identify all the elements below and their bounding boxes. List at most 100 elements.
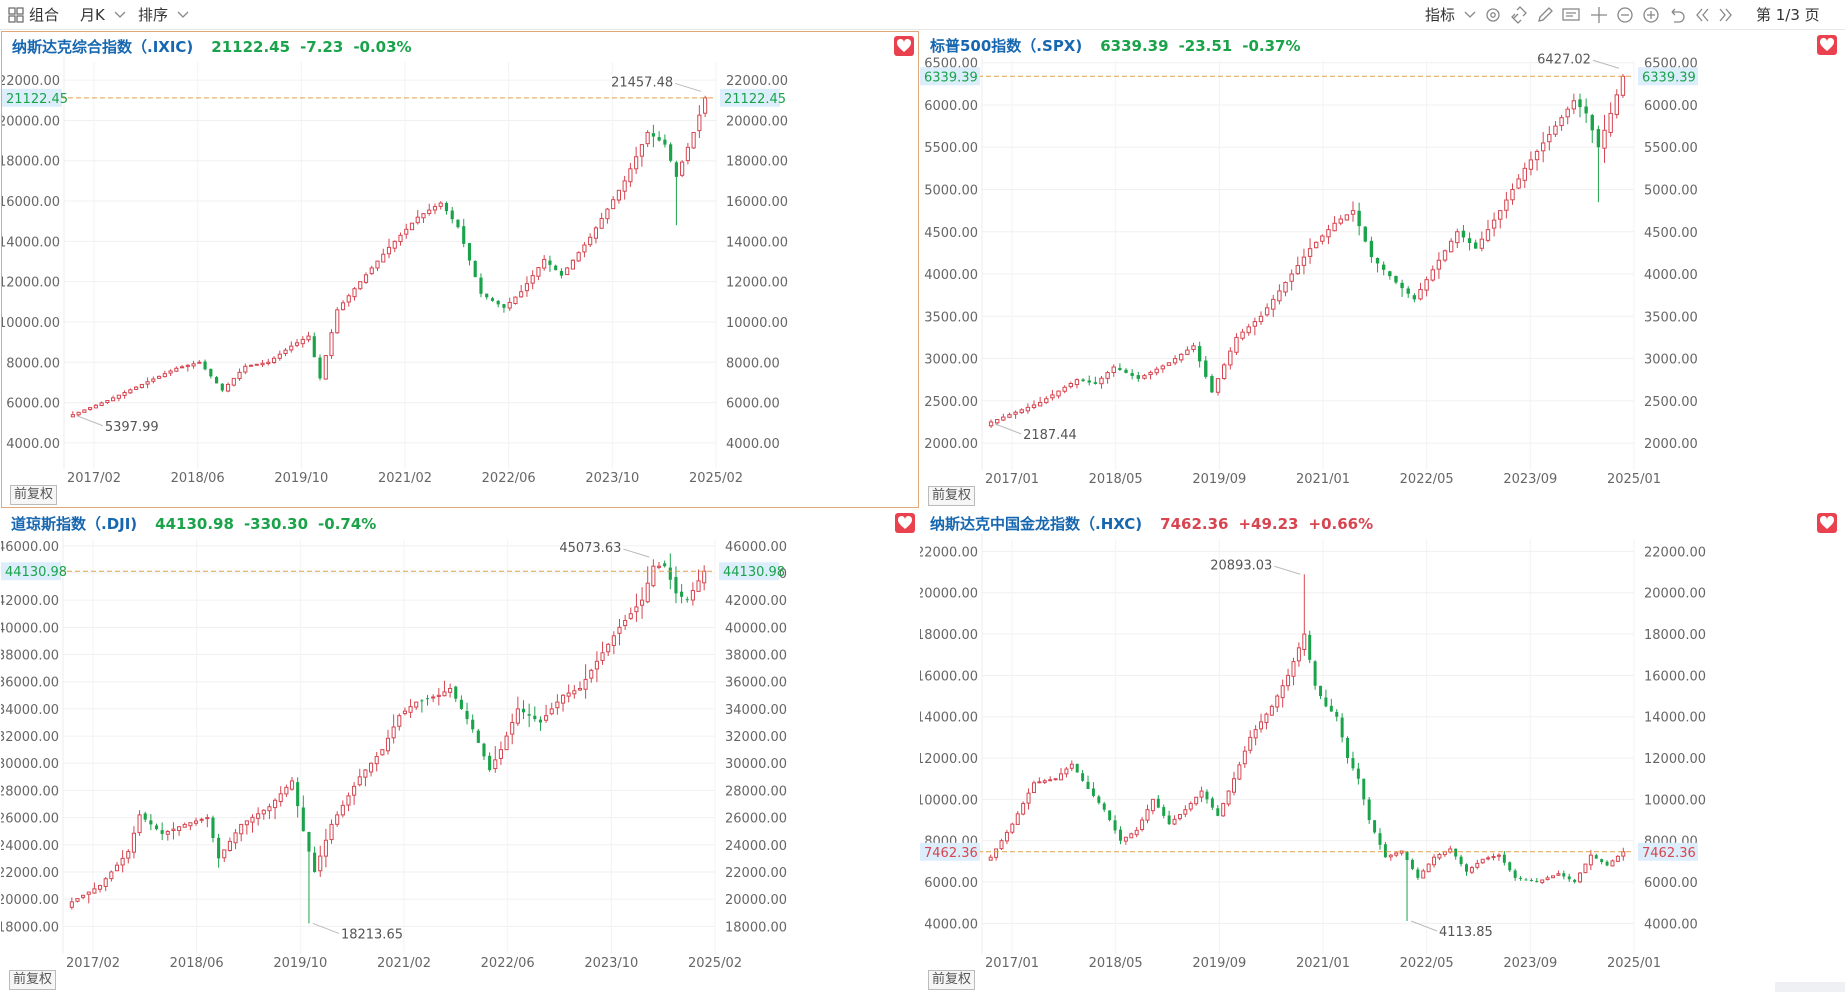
y-tick-label-right: 2500.00 bbox=[1644, 395, 1698, 410]
combo-button[interactable]: 组合 bbox=[8, 4, 59, 26]
candle-body bbox=[462, 226, 466, 244]
x-tick-label: 2018/06 bbox=[170, 956, 224, 971]
prev-page-icon[interactable] bbox=[1694, 6, 1710, 24]
y-tick-label-right: 5000.00 bbox=[1644, 183, 1698, 198]
next-page-icon[interactable] bbox=[1718, 6, 1734, 24]
x-tick-label: 2018/05 bbox=[1089, 472, 1143, 487]
current-price-tag-left bbox=[920, 67, 980, 86]
candle-body bbox=[415, 216, 420, 224]
settings-icon[interactable] bbox=[1484, 6, 1502, 24]
candle-body bbox=[420, 700, 424, 702]
candle-body bbox=[1442, 250, 1448, 261]
favorite-heart-icon[interactable] bbox=[1817, 35, 1837, 55]
candle-body bbox=[267, 806, 272, 812]
candle-body bbox=[544, 715, 549, 721]
candle-body bbox=[271, 357, 277, 363]
period-dropdown[interactable]: 月K bbox=[80, 4, 126, 26]
y-tick-label-left: 18000.00 bbox=[1, 920, 59, 935]
candle-body bbox=[685, 599, 689, 601]
draw-pen-icon[interactable] bbox=[1536, 6, 1554, 24]
candle-body bbox=[1228, 350, 1233, 366]
adjust-button[interactable]: 前复权 bbox=[928, 970, 976, 990]
zoom-out-icon[interactable] bbox=[1616, 6, 1634, 24]
candle-body bbox=[1191, 345, 1196, 350]
annotate-icon[interactable] bbox=[1562, 6, 1582, 24]
candle-body bbox=[1350, 210, 1356, 215]
chart-panel-hxc[interactable]: 纳斯达克中国金龙指数（.HXC) 7462.36 +49.23 +0.66% 4000.… bbox=[920, 509, 1845, 992]
current-price-text: 21122.45 bbox=[6, 92, 68, 107]
favorite-heart-icon[interactable] bbox=[895, 513, 915, 533]
period-label: 月K bbox=[80, 6, 105, 24]
y-tick-label-left: 20000.00 bbox=[2, 114, 60, 129]
candle-body bbox=[1324, 697, 1328, 707]
sort-dropdown[interactable]: 排序 bbox=[138, 4, 189, 26]
candle-body bbox=[248, 364, 254, 367]
adjust-button[interactable]: 前复权 bbox=[10, 485, 58, 505]
candle-body bbox=[1253, 729, 1258, 739]
candle-body bbox=[1578, 99, 1582, 108]
candle-body bbox=[1150, 798, 1155, 812]
candle-body bbox=[1275, 695, 1280, 708]
adjust-button[interactable]: 前复权 bbox=[928, 486, 976, 506]
candle-body bbox=[312, 336, 316, 358]
x-tick-label: 2025/01 bbox=[1607, 472, 1661, 487]
candle-body bbox=[168, 370, 173, 374]
top-toolbar: 组合 月K 排序 指标 第 1/3 页 bbox=[0, 0, 1845, 30]
candle-body bbox=[1475, 862, 1480, 868]
candle-body bbox=[1113, 820, 1117, 831]
candle-body bbox=[668, 567, 672, 580]
undo-icon[interactable] bbox=[1668, 6, 1686, 24]
favorite-heart-icon[interactable] bbox=[894, 36, 914, 56]
chart-panel-ixic[interactable]: 纳斯达克综合指数（.IXIC) 21122.45 -7.23 -0.03% 4000.0… bbox=[1, 31, 919, 508]
y-tick-label-left: 16000.00 bbox=[2, 195, 60, 210]
low-pointer bbox=[1410, 920, 1438, 932]
candle-body bbox=[1050, 394, 1055, 399]
chart-panel-spx[interactable]: 标普500指数（.SPX) 6339.39 -23.51 -0.37% 2000.00 2… bbox=[920, 31, 1845, 508]
candle-body bbox=[335, 309, 340, 334]
chart-panel-dji[interactable]: 道琼斯指数（.DJI) 44130.98 -330.30 -0.74% 18000.00… bbox=[1, 509, 919, 992]
candle-body bbox=[1307, 248, 1313, 257]
index-change: -7.23 bbox=[300, 38, 344, 56]
y-tick-label-right: 18000.00 bbox=[725, 920, 787, 935]
favorite-heart-icon[interactable] bbox=[1817, 513, 1837, 533]
low-value-label: 4113.85 bbox=[1439, 925, 1493, 940]
crosshair-icon[interactable] bbox=[1590, 6, 1608, 24]
index-price: 7462.36 bbox=[1160, 515, 1229, 533]
candle-body bbox=[1547, 134, 1552, 143]
candle-body bbox=[1026, 792, 1031, 804]
indicator-dropdown[interactable]: 指标 bbox=[1425, 4, 1476, 26]
y-tick-label-right: 12000.00 bbox=[1644, 752, 1706, 767]
candle-body bbox=[1145, 809, 1150, 821]
y-tick-label-left: 40000.00 bbox=[1, 621, 59, 636]
candle-body bbox=[444, 203, 449, 212]
candle-body bbox=[485, 293, 489, 298]
candle-body bbox=[1248, 736, 1253, 751]
y-tick-label-left: 46000.00 bbox=[1, 540, 59, 555]
candle-body bbox=[1062, 386, 1067, 392]
link-icon[interactable] bbox=[1510, 6, 1528, 24]
adjust-button[interactable]: 前复权 bbox=[9, 970, 57, 990]
candle-body bbox=[1551, 875, 1555, 879]
candle-body bbox=[498, 749, 503, 759]
candle-body bbox=[533, 715, 537, 720]
y-tick-label-left: 22000.00 bbox=[1, 866, 59, 881]
candle-body bbox=[1522, 167, 1527, 181]
candle-body bbox=[467, 243, 472, 261]
candle-body bbox=[1432, 856, 1437, 866]
y-tick-label-right: 10000.00 bbox=[1644, 793, 1706, 808]
candle-body bbox=[599, 218, 604, 229]
candle-body bbox=[1357, 210, 1361, 227]
candle-body bbox=[1588, 854, 1593, 866]
candle-body bbox=[296, 782, 300, 807]
zoom-in-icon[interactable] bbox=[1642, 6, 1660, 24]
candle-body bbox=[318, 855, 323, 872]
candle-body bbox=[536, 267, 541, 277]
candle-body bbox=[1614, 94, 1619, 115]
candle-body bbox=[565, 267, 570, 276]
candle-body bbox=[174, 367, 179, 372]
low-pointer bbox=[994, 423, 1022, 435]
candle-body bbox=[1081, 379, 1085, 382]
x-tick-label: 2025/02 bbox=[689, 471, 743, 486]
candle-body bbox=[1142, 375, 1147, 379]
candle-body bbox=[634, 156, 639, 170]
